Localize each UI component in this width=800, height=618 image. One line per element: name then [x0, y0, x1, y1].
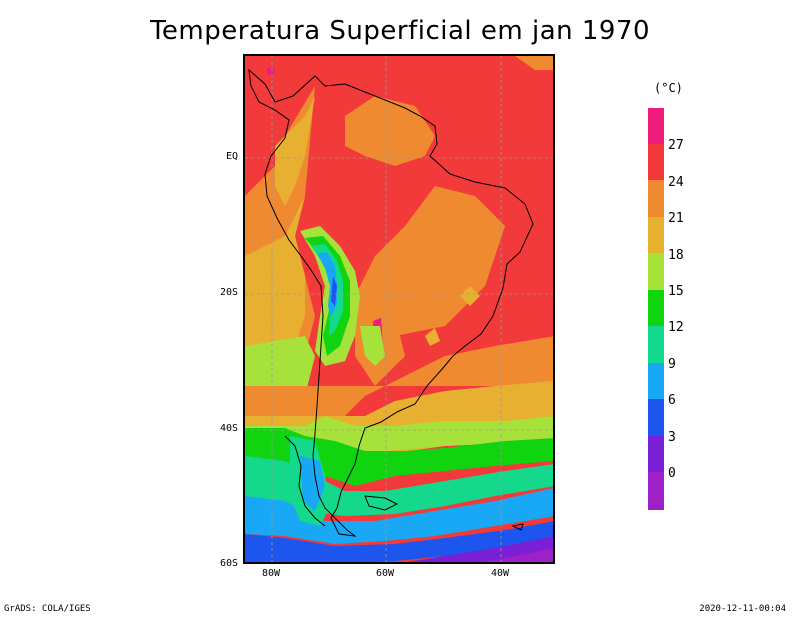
map-title: Temperatura Superficial em jan 1970 — [149, 16, 651, 46]
colorbar-tick-label: 12 — [668, 320, 684, 335]
colorbar-tick-label: 24 — [668, 175, 684, 190]
colorbar-tick-label: 9 — [668, 357, 676, 372]
colorbar — [648, 108, 664, 510]
colorbar-segment — [648, 290, 664, 326]
colorbar-tick-label: 21 — [668, 211, 684, 226]
colorbar-segment — [648, 326, 664, 363]
lat-label-eq: EQ — [225, 151, 238, 162]
lon-label-80w: 80W — [261, 568, 281, 579]
footer-credit: GrADS: COLA/IGES — [4, 604, 91, 614]
lat-label-20s: 20S — [219, 287, 238, 298]
colorbar-unit: (°C) — [654, 81, 683, 95]
colorbar-tick-label: 15 — [668, 284, 684, 299]
lat-label-40s: 40S — [219, 423, 238, 434]
colorbar-segment — [648, 253, 664, 290]
colorbar-segment — [648, 363, 664, 399]
colorbar-segment — [648, 399, 664, 436]
colorbar-tick-label: 0 — [668, 466, 676, 481]
colorbar-tick-label: 3 — [668, 430, 676, 445]
lon-label-60w: 60W — [375, 568, 395, 579]
lat-label-60s: 60S — [219, 558, 238, 569]
temperature-map — [243, 54, 555, 564]
footer-timestamp: 2020-12-11-00:04 — [699, 604, 786, 614]
colorbar-segment — [648, 108, 664, 144]
colorbar-segment — [648, 472, 664, 510]
colorbar-segment — [648, 180, 664, 217]
colorbar-segment — [648, 217, 664, 253]
colorbar-tick-label: 6 — [668, 393, 676, 408]
colorbar-tick-label: 18 — [668, 248, 684, 263]
colorbar-segment — [648, 436, 664, 472]
lon-label-40w: 40W — [490, 568, 510, 579]
colorbar-segment — [648, 144, 664, 180]
colorbar-tick-label: 27 — [668, 138, 684, 153]
temperature-field — [245, 56, 553, 562]
